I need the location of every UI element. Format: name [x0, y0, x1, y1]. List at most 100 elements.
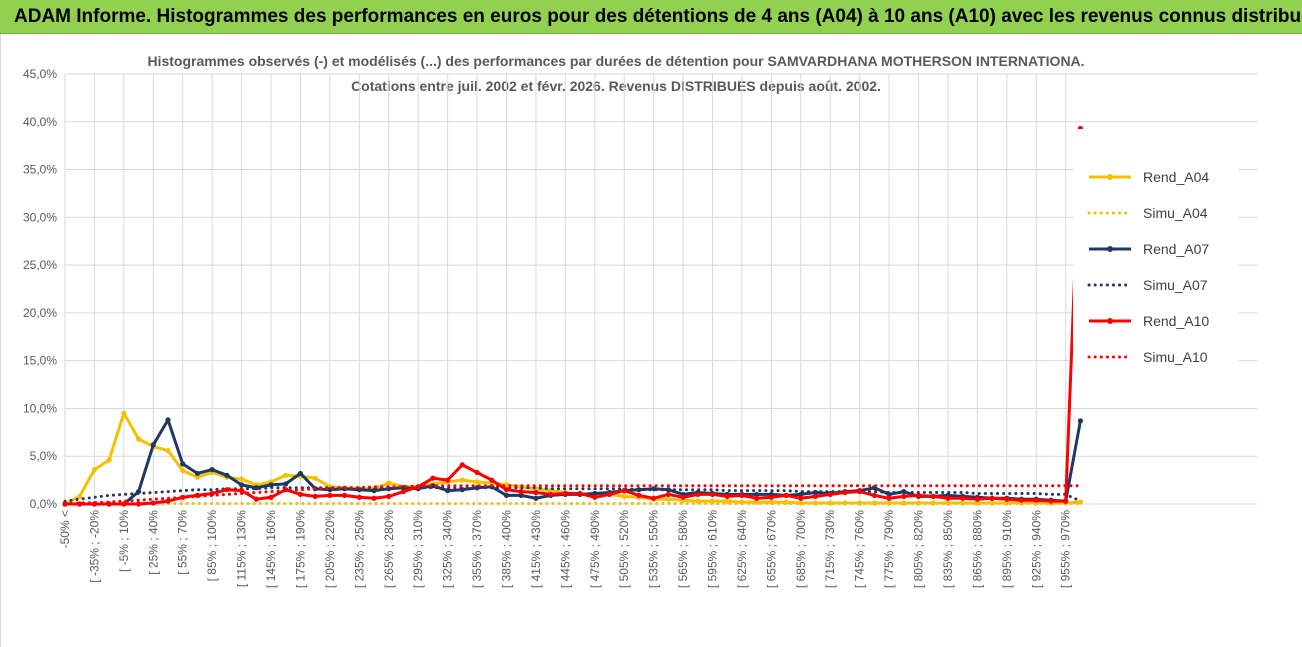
legend-label: Simu_A07: [1143, 277, 1208, 293]
series-point-rend-a10: [592, 494, 598, 500]
x-tick-label: [ 325% ; 340%: [441, 510, 455, 588]
x-tick-label: [ 85% ; 100%: [205, 510, 219, 582]
x-tick-label: [ 535% ; 550%: [647, 510, 661, 588]
chart-title-line-2: Cotations entre juil. 2002 et févr. 2026…: [351, 78, 881, 94]
x-tick-label: [ 55% ; 70%: [176, 510, 190, 575]
chart-title-line-1: Histogrammes observés (-) et modélisés (…: [147, 53, 1085, 69]
series-point-rend-a07: [209, 467, 215, 473]
series-point-rend-a07: [798, 491, 804, 498]
series-point-rend-a10: [548, 491, 554, 498]
y-tick-label: 0,0%: [30, 497, 58, 511]
series-point-rend-a10: [1018, 497, 1025, 503]
series-point-rend-a10: [930, 493, 936, 499]
legend-item-simu-a07: Simu_A07: [1087, 275, 1237, 295]
x-tick-label: [ 715% ; 730%: [823, 510, 837, 588]
x-axis: -50% < [ -35% ; -20% [ -5% ; 10% [ 25% ; 40…: [58, 510, 1073, 588]
series-point-rend-a10: [842, 489, 848, 496]
x-tick-label: [ 385% ; 400%: [499, 510, 513, 588]
legend-swatch: [1087, 355, 1133, 359]
legend-label: Simu_A04: [1143, 205, 1208, 221]
x-tick-label: [ 895% ; 910%: [1000, 510, 1014, 588]
series-point-rend-a07: [165, 417, 171, 423]
y-tick-label: 5,0%: [30, 449, 58, 463]
series-point-rend-a10: [1004, 496, 1010, 502]
x-tick-label: [ 145% ; 160%: [264, 510, 278, 588]
series-point-rend-a07: [592, 490, 598, 497]
x-tick-label: [ 205% ; 220%: [323, 510, 337, 588]
series-point-rend-a04: [974, 500, 980, 506]
series-point-rend-a10: [812, 493, 819, 499]
legend-label: Rend_A10: [1143, 313, 1210, 329]
x-tick-label: [ 235% ; 250%: [352, 510, 366, 588]
series-point-rend-a10: [680, 494, 686, 500]
series-point-rend-a10: [121, 501, 127, 507]
series-point-rend-a07: [268, 482, 274, 488]
series-point-rend-a07: [518, 492, 524, 498]
series-point-rend-a10: [709, 491, 716, 498]
y-axis: 0,0% 5,0% 10,0% 15,0% 20,0% 25,0% 30,0% 35,0% 40…: [23, 67, 57, 511]
series-point-rend-a10: [386, 493, 392, 499]
legend: Rend_A04 Simu_A04 Rend_A07 Simu_A07 Rend_A10…: [1073, 129, 1239, 391]
series-point-rend-a10: [1063, 498, 1069, 504]
series-point-rend-a10: [695, 491, 701, 498]
legend-label: Rend_A04: [1143, 169, 1210, 185]
legend-item-simu-a10: Simu_A10: [1087, 347, 1237, 367]
series-point-rend-a10: [135, 501, 142, 507]
x-tick-label: [ 625% ; 640%: [735, 510, 749, 588]
x-tick-label: [ 355% ; 370%: [470, 510, 484, 588]
legend-item-rend-a07: Rend_A07: [1087, 239, 1237, 259]
report-header: ADAM Informe. Histogrammes des performan…: [0, 0, 1302, 34]
series-point-rend-a10: [989, 495, 995, 501]
chart-area: Histogrammes observés (-) et modélisés (…: [0, 34, 1302, 647]
series-line-simu-a10: [63, 484, 1082, 505]
series-point-rend-a07: [238, 482, 245, 488]
y-tick-label: 45,0%: [23, 67, 57, 81]
x-tick-label: [ 805% ; 820%: [912, 510, 926, 588]
series-point-rend-a10: [150, 500, 156, 506]
y-tick-label: 35,0%: [23, 163, 57, 177]
series-point-rend-a10: [1033, 497, 1039, 503]
series-point-rend-a07: [180, 461, 186, 467]
series-point-rend-a04: [827, 500, 833, 506]
series-point-rend-a10: [901, 493, 907, 499]
series-point-rend-a10: [224, 487, 230, 493]
x-tick-label: [ 505% ; 520%: [617, 510, 631, 588]
series-point-rend-a10: [165, 498, 171, 504]
legend-swatch: [1089, 318, 1131, 324]
series-point-rend-a04: [238, 476, 245, 482]
legend-item-rend-a10: Rend_A10: [1087, 311, 1237, 331]
plot-svg: 0,0% 5,0% 10,0% 15,0% 20,0% 25,0% 30,0% 35,0% 40…: [23, 67, 1257, 588]
series-point-rend-a04: [91, 467, 98, 473]
series-point-rend-a10: [974, 496, 980, 502]
series-point-rend-a07: [533, 495, 539, 501]
series-point-rend-a04: [165, 447, 171, 454]
y-tick-label: 40,0%: [23, 115, 57, 129]
series-point-rend-a10: [327, 492, 333, 498]
legend-swatch: [1089, 246, 1131, 252]
grid-lines: [64, 73, 1257, 505]
series-point-rend-a10: [915, 492, 922, 498]
series-point-rend-a07: [754, 491, 760, 498]
series-point-rend-a04: [283, 472, 289, 478]
y-tick-label: 25,0%: [23, 258, 57, 272]
legend-swatch: [1087, 211, 1133, 215]
series-point-rend-a10: [871, 492, 877, 498]
x-tick-label: [ 175% ; 190%: [293, 510, 307, 588]
x-tick-label: [ 835% ; 850%: [941, 510, 955, 588]
series-point-rend-a10: [238, 488, 245, 494]
series-point-rend-a10: [400, 488, 407, 495]
series-point-rend-a07: [371, 488, 377, 494]
series-point-rend-a04: [901, 500, 907, 506]
series-point-rend-a10: [724, 493, 730, 499]
series-point-rend-a04: [386, 480, 392, 486]
series-point-rend-a10: [518, 488, 524, 495]
series-point-rend-a04: [121, 410, 127, 416]
series-point-rend-a04: [459, 477, 465, 483]
series-point-rend-a04: [180, 467, 186, 474]
series-point-rend-a04: [312, 475, 318, 481]
series-point-rend-a10: [430, 475, 436, 481]
x-tick-label: [ 595% ; 610%: [706, 510, 720, 588]
series-point-rend-a10: [798, 495, 804, 501]
series-point-rend-a07: [1077, 418, 1084, 424]
series-point-rend-a07: [224, 472, 230, 478]
